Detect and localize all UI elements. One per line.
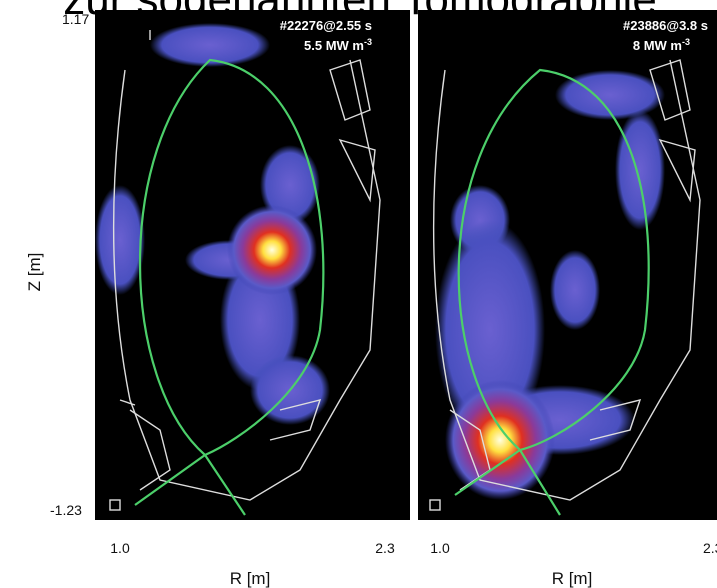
power: 8 MW m (633, 38, 682, 53)
r-label: R [m] (552, 569, 593, 588)
figure: zur sogenannten Tomographie #22276@2.55 … (0, 0, 717, 588)
panel-left (95, 10, 410, 520)
z-top: 1.17 (62, 11, 89, 27)
shot-label: #22276@2.55 s (280, 18, 372, 33)
power-label: 8 MW m-3 (633, 37, 690, 53)
shot-label: #23886@3.8 s (623, 18, 708, 33)
r-max: 2.3 (375, 540, 395, 556)
z-bottom: -1.23 (50, 502, 82, 518)
power: 5.5 MW m (304, 38, 364, 53)
exponent: -3 (364, 37, 372, 47)
r-min: 1.0 (430, 540, 450, 556)
panel-right (418, 10, 717, 520)
r-label: R [m] (230, 569, 271, 588)
r-min: 1.0 (110, 540, 130, 556)
power-label: 5.5 MW m-3 (304, 37, 372, 53)
z-label: Z [m] (25, 253, 44, 292)
exponent: -3 (682, 37, 690, 47)
r-max: 2.3 (703, 540, 717, 556)
